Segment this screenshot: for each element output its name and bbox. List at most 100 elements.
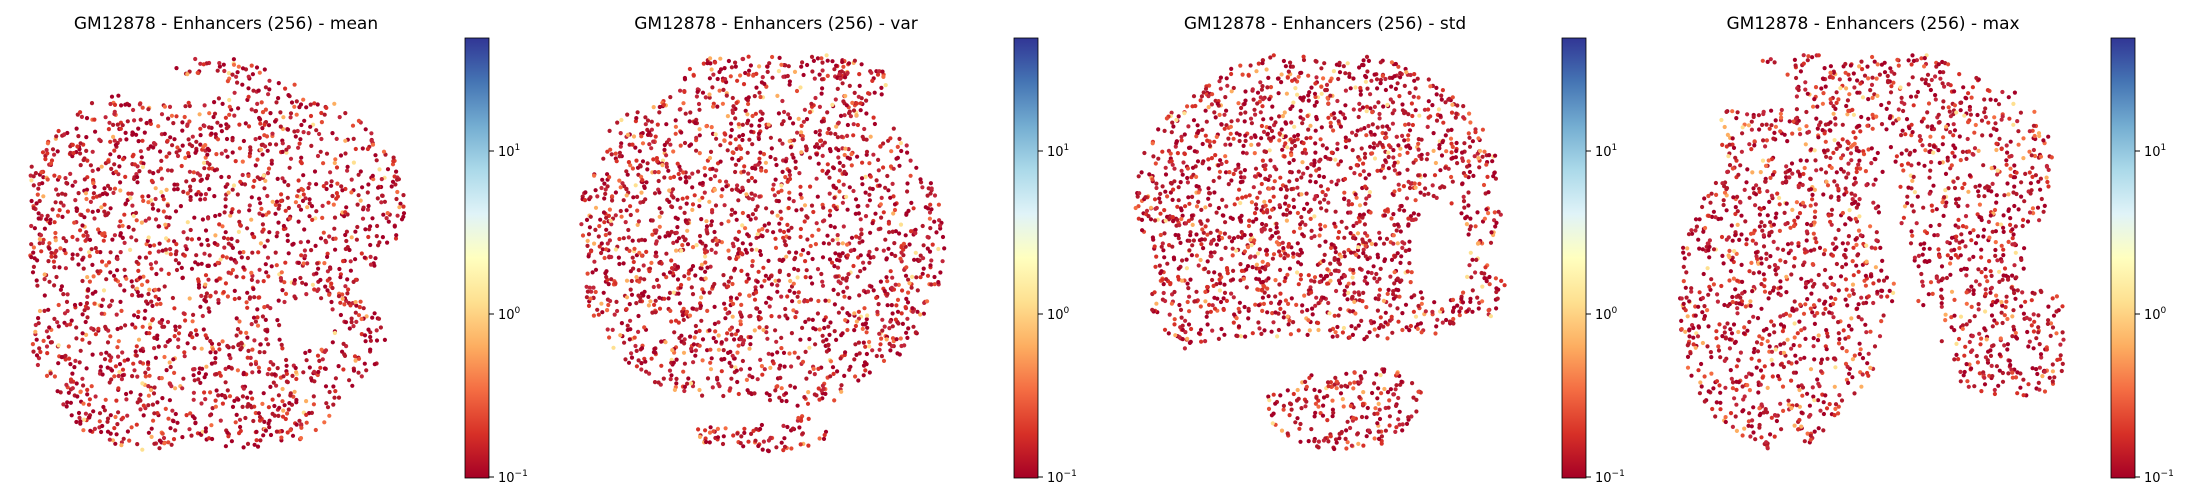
scatter-point — [173, 428, 178, 433]
scatter-point — [1289, 152, 1294, 158]
scatter-point — [1407, 128, 1413, 133]
scatter-point — [880, 69, 885, 74]
scatter-point — [240, 82, 245, 87]
scatter-point — [776, 111, 782, 116]
scatter-point — [257, 350, 262, 355]
scatter-point — [827, 191, 832, 196]
scatter-point — [833, 97, 838, 102]
scatter-point — [1188, 233, 1193, 238]
scatter-point — [311, 394, 316, 399]
scatter-point — [1279, 127, 1284, 132]
scatter-point — [135, 314, 141, 320]
scatter-point — [299, 422, 304, 427]
scatter-point — [135, 175, 140, 180]
scatter-point — [670, 348, 675, 353]
scatter-point — [112, 102, 118, 107]
scatter-point — [1473, 224, 1478, 229]
scatter-point — [108, 101, 113, 107]
scatter-point — [302, 248, 307, 253]
scatter-point — [162, 354, 167, 360]
scatter-point — [729, 121, 734, 126]
scatter-point — [304, 412, 309, 417]
scatter-point — [1392, 222, 1397, 228]
scatter-point — [689, 267, 694, 272]
scatter-point — [280, 141, 285, 146]
scatter-point — [726, 248, 731, 253]
scatter-point — [56, 324, 61, 329]
scatter-point — [721, 393, 726, 399]
scatter-point — [348, 259, 353, 264]
scatter-point — [784, 254, 789, 259]
scatter-point — [249, 217, 254, 222]
scatter-point — [1337, 70, 1343, 75]
scatter-point — [897, 231, 902, 236]
scatter-point — [740, 137, 745, 143]
scatter-point — [144, 299, 149, 304]
scatter-point — [710, 85, 715, 90]
scatter-point — [1433, 160, 1438, 166]
scatter-point — [889, 303, 894, 308]
scatter-point — [679, 282, 684, 288]
scatter-point — [801, 119, 807, 124]
scatter-point — [842, 169, 847, 174]
scatter-point — [32, 256, 37, 261]
scatter-point — [1397, 207, 1402, 212]
scatter-point — [789, 446, 794, 451]
scatter-point — [897, 163, 902, 168]
scatter-point — [286, 407, 291, 412]
scatter-point — [165, 168, 171, 173]
scatter-point — [199, 401, 204, 406]
scatter-point — [203, 333, 208, 338]
scatter-point — [852, 90, 857, 95]
scatter-point — [281, 374, 286, 379]
scatter-point — [298, 436, 304, 441]
scatter-point — [285, 233, 290, 238]
scatter-point — [746, 54, 751, 59]
scatter-point — [255, 323, 261, 328]
scatter-point — [729, 332, 734, 337]
scatter-point — [188, 184, 193, 189]
scatter-point — [38, 349, 43, 355]
scatter-point — [707, 155, 713, 161]
scatter-point — [1377, 236, 1383, 241]
scatter-point — [182, 253, 187, 258]
scatter-point — [881, 248, 886, 253]
scatter-point — [1217, 79, 1222, 84]
scatter-point — [229, 366, 234, 371]
scatter-point — [108, 206, 113, 211]
scatter-point — [1256, 320, 1261, 325]
scatter-point — [251, 234, 256, 239]
scatter-point — [925, 234, 930, 240]
scatter-point — [231, 57, 236, 62]
scatter-point — [1298, 108, 1303, 113]
scatter-point — [213, 132, 218, 137]
scatter-point — [156, 297, 161, 302]
scatter-point — [1172, 289, 1177, 295]
scatter-point — [627, 248, 632, 253]
scatter-point — [234, 260, 239, 265]
scatter-point — [194, 253, 199, 258]
scatter-point — [78, 110, 83, 115]
scatter-point — [351, 279, 356, 284]
scatter-point — [40, 240, 46, 245]
scatter-point — [682, 341, 687, 346]
scatter-point — [1285, 145, 1290, 150]
scatter-point — [240, 159, 245, 164]
scatter-point — [667, 188, 672, 193]
scatter-point — [668, 308, 673, 313]
scatter-point — [722, 282, 727, 287]
scatter-point — [787, 79, 793, 84]
scatter-point — [255, 279, 260, 284]
scatter-point — [724, 184, 729, 189]
scatter-point — [667, 368, 673, 373]
scatter-point — [888, 348, 893, 353]
scatter-point — [792, 138, 797, 143]
scatter-point — [710, 166, 715, 171]
scatter-point — [77, 360, 82, 365]
scatter-point — [787, 169, 792, 174]
scatter-point — [203, 228, 209, 233]
scatter-point — [217, 61, 222, 66]
scatter-point — [314, 209, 319, 214]
scatter-point — [769, 314, 774, 319]
scatter-point — [713, 250, 718, 255]
